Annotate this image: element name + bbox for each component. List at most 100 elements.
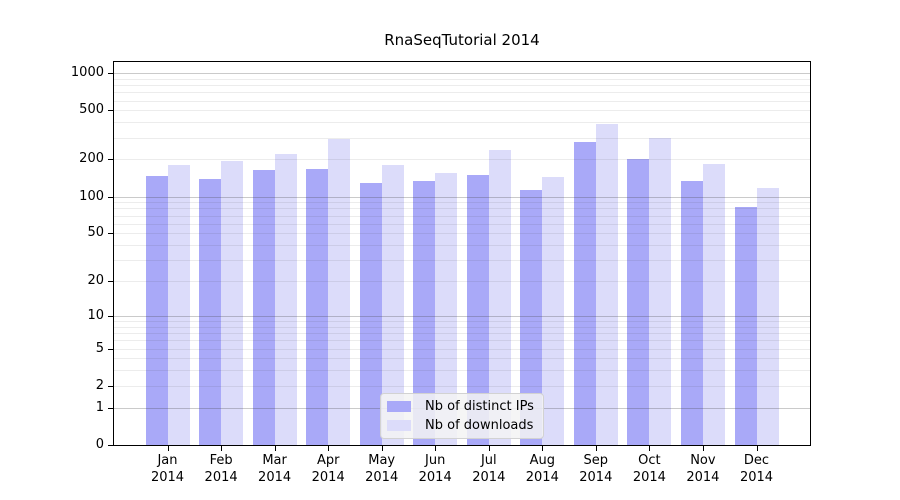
x-tick-month: May bbox=[368, 453, 396, 468]
x-tick-year: 2014 bbox=[739, 470, 774, 485]
x-tick-oct bbox=[649, 446, 651, 451]
legend-swatch-downloads bbox=[387, 420, 411, 431]
y-tick-label-10: 10 bbox=[87, 307, 104, 323]
bar-downloads-nov bbox=[702, 164, 725, 445]
x-tick-jun bbox=[435, 446, 437, 451]
bar-distinct-ips-jun bbox=[413, 180, 436, 445]
bar-distinct-ips-may bbox=[359, 182, 382, 445]
y-tick-label-20: 20 bbox=[87, 273, 104, 289]
x-tick-label-jan: Jan 2014 bbox=[136, 452, 200, 486]
x-tick-year: 2014 bbox=[686, 470, 720, 485]
x-tick-label-aug: Aug 2014 bbox=[510, 452, 574, 486]
x-tick-year: 2014 bbox=[525, 470, 559, 485]
bar-downloads-apr bbox=[328, 139, 351, 445]
x-tick-month: Sep bbox=[583, 453, 609, 468]
x-tick-year: 2014 bbox=[365, 470, 399, 485]
bar-downloads-mar bbox=[274, 154, 297, 445]
y-tick-200 bbox=[108, 159, 113, 161]
y-tick-1 bbox=[108, 407, 113, 409]
x-tick-year: 2014 bbox=[258, 470, 292, 485]
y-tick-label-0: 0 bbox=[95, 437, 104, 452]
x-tick-label-apr: Apr 2014 bbox=[296, 452, 360, 486]
bar-distinct-ips-nov bbox=[680, 180, 703, 445]
x-tick-aug bbox=[542, 446, 544, 451]
y-tick-label-200: 200 bbox=[79, 151, 104, 167]
x-tick-apr bbox=[328, 446, 330, 451]
x-tick-label-jul: Jul 2014 bbox=[457, 452, 521, 486]
x-tick-label-oct: Oct 2014 bbox=[617, 452, 681, 486]
y-tick-label-50: 50 bbox=[87, 225, 104, 241]
legend-item-distinct-ips: Nb of distinct IPs bbox=[387, 398, 534, 415]
bar-distinct-ips-jul bbox=[466, 175, 489, 445]
bar-downloads-may bbox=[381, 165, 404, 445]
x-tick-label-dec: Dec 2014 bbox=[725, 452, 789, 486]
y-tick-label-1000: 1000 bbox=[70, 65, 104, 80]
y-tick-20 bbox=[108, 281, 113, 283]
bar-distinct-ips-apr bbox=[306, 168, 329, 445]
y-tick-label-2: 2 bbox=[95, 377, 104, 393]
bar-downloads-jul bbox=[488, 149, 511, 445]
x-tick-year: 2014 bbox=[150, 470, 185, 485]
x-tick-mar bbox=[274, 446, 276, 451]
x-tick-label-mar: Mar 2014 bbox=[243, 452, 307, 486]
x-tick-may bbox=[381, 446, 383, 451]
x-tick-year: 2014 bbox=[204, 470, 238, 485]
y-tick-0 bbox=[108, 445, 113, 446]
legend-label-downloads: Nb of downloads bbox=[425, 417, 534, 433]
legend: Nb of distinct IPs Nb of downloads bbox=[380, 393, 544, 439]
x-tick-sep bbox=[595, 446, 597, 451]
x-tick-year: 2014 bbox=[311, 470, 345, 485]
x-tick-month: Apr bbox=[316, 453, 340, 468]
y-tick-5 bbox=[108, 348, 113, 350]
y-tick-label-500: 500 bbox=[79, 102, 104, 118]
x-tick-jul bbox=[488, 446, 490, 451]
x-tick-year: 2014 bbox=[632, 470, 666, 485]
bar-downloads-feb bbox=[221, 160, 244, 445]
x-tick-label-jun: Jun 2014 bbox=[403, 452, 467, 486]
y-tick-10 bbox=[108, 315, 113, 317]
x-tick-label-feb: Feb 2014 bbox=[189, 452, 253, 486]
y-tick-500 bbox=[108, 110, 113, 112]
bar-downloads-dec bbox=[756, 188, 779, 445]
y-tick-100 bbox=[108, 196, 113, 198]
y-tick-2 bbox=[108, 385, 113, 387]
bar-downloads-jan bbox=[167, 165, 190, 445]
bar-distinct-ips-jan bbox=[145, 175, 168, 445]
x-tick-year: 2014 bbox=[579, 470, 613, 485]
y-tick-label-100: 100 bbox=[79, 188, 104, 204]
y-tick-1000 bbox=[108, 73, 113, 74]
x-tick-month: Jun bbox=[425, 453, 446, 468]
bar-distinct-ips-sep bbox=[573, 142, 596, 445]
x-tick-year: 2014 bbox=[418, 470, 452, 485]
legend-label-distinct-ips: Nb of distinct IPs bbox=[425, 398, 534, 414]
x-tick-month: Dec bbox=[743, 453, 770, 468]
bar-downloads-sep bbox=[595, 124, 618, 445]
x-tick-label-nov: Nov 2014 bbox=[671, 452, 735, 486]
x-tick-month: Oct bbox=[638, 453, 661, 468]
bar-downloads-jun bbox=[435, 173, 458, 445]
x-tick-month: Aug bbox=[529, 453, 555, 468]
x-tick-month: Jul bbox=[480, 453, 497, 468]
bar-distinct-ips-dec bbox=[734, 207, 757, 445]
legend-swatch-distinct-ips bbox=[387, 401, 411, 412]
x-tick-feb bbox=[221, 446, 223, 451]
bar-distinct-ips-mar bbox=[252, 169, 275, 445]
plot-area bbox=[113, 61, 811, 446]
bar-distinct-ips-oct bbox=[627, 159, 650, 445]
x-tick-label-may: May 2014 bbox=[350, 452, 414, 486]
x-tick-label-sep: Sep 2014 bbox=[564, 452, 628, 486]
y-tick-label-5: 5 bbox=[95, 340, 104, 356]
bars-layer bbox=[114, 62, 810, 445]
x-tick-month: Nov bbox=[690, 453, 716, 468]
legend-item-downloads: Nb of downloads bbox=[387, 417, 534, 434]
chart-title: RnaSeqTutorial 2014 bbox=[384, 31, 540, 49]
y-tick-label-1: 1 bbox=[95, 399, 104, 415]
x-tick-nov bbox=[702, 446, 704, 451]
x-tick-year: 2014 bbox=[472, 470, 506, 485]
bar-distinct-ips-feb bbox=[199, 178, 222, 445]
bar-distinct-ips-aug bbox=[520, 190, 543, 445]
x-tick-month: Mar bbox=[262, 453, 287, 468]
bar-downloads-aug bbox=[542, 176, 565, 445]
bar-downloads-oct bbox=[649, 138, 672, 445]
